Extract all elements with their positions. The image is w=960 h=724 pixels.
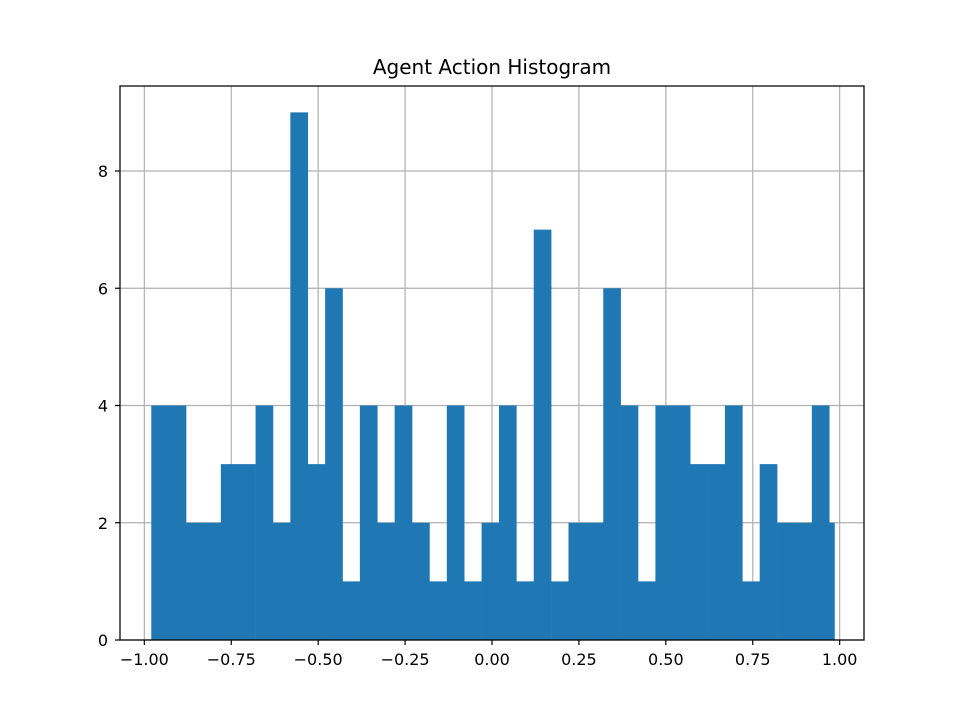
histogram-bar — [585, 522, 604, 640]
chart-title: Agent Action Histogram — [373, 55, 611, 79]
histogram-bar — [412, 522, 430, 640]
histogram-bar — [220, 464, 239, 640]
y-tick-label: 2 — [98, 514, 108, 533]
x-tick-label: 0.75 — [735, 650, 771, 669]
histogram-bar — [707, 464, 726, 640]
histogram-bar — [829, 522, 835, 640]
histogram-bar — [290, 112, 309, 640]
histogram-bar — [464, 581, 482, 640]
histogram-bar — [690, 464, 708, 640]
x-tick-label: 0.50 — [648, 650, 684, 669]
y-axis: 0 2 4 6 8 — [98, 162, 120, 650]
x-tick-label: −0.25 — [381, 650, 430, 669]
x-axis: −1.00 −0.75 −0.50 −0.25 0.00 0.25 0.50 0.75 1.00 — [120, 640, 858, 669]
y-tick-label: 8 — [98, 162, 108, 181]
x-tick-label: 0.25 — [561, 650, 597, 669]
histogram-bar — [655, 405, 674, 640]
histogram-bar — [498, 405, 517, 640]
histogram-bar — [186, 522, 204, 640]
histogram-bar — [742, 581, 761, 640]
histogram-bar — [568, 522, 587, 640]
histogram-bar — [151, 405, 169, 640]
histogram-bar — [794, 522, 813, 640]
histogram-bar — [359, 405, 378, 640]
histogram-bar — [429, 581, 448, 640]
y-tick-label: 0 — [98, 631, 108, 650]
bars — [151, 112, 835, 640]
histogram-bar — [238, 464, 256, 640]
histogram-bar — [481, 522, 500, 640]
histogram-bar — [759, 464, 778, 640]
x-tick-label: 1.00 — [822, 650, 858, 669]
histogram-bar — [516, 581, 535, 640]
histogram-bar — [551, 581, 569, 640]
x-tick-label: 0.00 — [474, 650, 510, 669]
histogram-bar — [446, 405, 465, 640]
histogram-bar — [811, 405, 830, 640]
histogram-bar — [203, 522, 222, 640]
histogram-bar — [325, 288, 343, 640]
histogram-bar — [394, 405, 413, 640]
histogram-bar — [724, 405, 743, 640]
histogram-bar — [533, 229, 552, 640]
histogram-bar — [672, 405, 691, 640]
x-tick-label: −0.75 — [207, 650, 256, 669]
y-tick-label: 6 — [98, 279, 108, 298]
histogram-bar — [168, 405, 187, 640]
histogram-bar — [620, 405, 639, 640]
y-tick-label: 4 — [98, 397, 108, 416]
histogram-bar — [255, 405, 274, 640]
histogram-bar — [777, 522, 795, 640]
histogram-bar — [638, 581, 656, 640]
histogram-bar — [272, 522, 291, 640]
histogram-bar — [377, 522, 395, 640]
histogram-bar — [342, 581, 361, 640]
x-tick-label: −1.00 — [120, 650, 169, 669]
x-tick-label: −0.50 — [294, 650, 343, 669]
histogram-bar — [603, 288, 621, 640]
histogram-bar — [307, 464, 326, 640]
